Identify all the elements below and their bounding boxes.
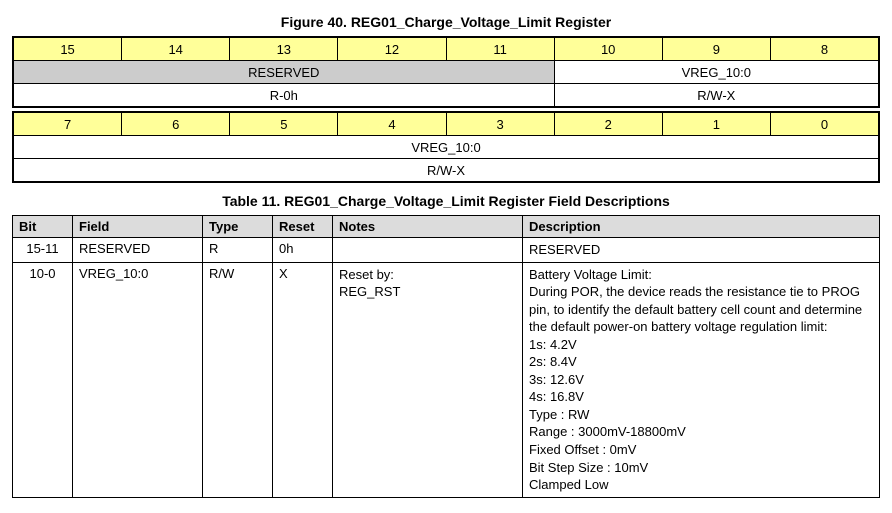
table-header-row: Bit Field Type Reset Notes Description bbox=[13, 216, 880, 238]
cell-bit: 15-11 bbox=[13, 238, 73, 263]
table-title: Table 11. REG01_Charge_Voltage_Limit Reg… bbox=[12, 193, 880, 209]
bitnum: 4 bbox=[338, 113, 446, 136]
access-rwx-hi: R/W-X bbox=[554, 84, 878, 107]
bitnum: 10 bbox=[554, 38, 662, 61]
bitnum: 15 bbox=[14, 38, 122, 61]
col-field: Field bbox=[73, 216, 203, 238]
bitnum: 1 bbox=[662, 113, 770, 136]
col-notes: Notes bbox=[333, 216, 523, 238]
cell-field: RESERVED bbox=[73, 238, 203, 263]
bitnum: 6 bbox=[122, 113, 230, 136]
col-type: Type bbox=[203, 216, 273, 238]
bitnum: 12 bbox=[338, 38, 446, 61]
bitnum: 9 bbox=[662, 38, 770, 61]
bit-row-upper: 15 14 13 12 11 10 9 8 bbox=[14, 38, 879, 61]
field-desc-table: Bit Field Type Reset Notes Description 1… bbox=[12, 215, 880, 498]
cell-desc: Battery Voltage Limit:During POR, the de… bbox=[523, 262, 880, 497]
access-row-upper: R-0h R/W-X bbox=[14, 84, 879, 107]
reg-lower: 7 6 5 4 3 2 1 0 VREG_10:0 R/W-X bbox=[13, 112, 879, 182]
access-rwx-lo: R/W-X bbox=[14, 159, 879, 182]
bit-row-lower: 7 6 5 4 3 2 1 0 bbox=[14, 113, 879, 136]
bitnum: 2 bbox=[554, 113, 662, 136]
field-row-upper: RESERVED VREG_10:0 bbox=[14, 61, 879, 84]
cell-type: R bbox=[203, 238, 273, 263]
reg-upper: 15 14 13 12 11 10 9 8 RESERVED VREG_10:0… bbox=[13, 37, 879, 107]
table-row: 10-0 VREG_10:0 R/W X Reset by:REG_RST Ba… bbox=[13, 262, 880, 497]
access-row-lower: R/W-X bbox=[14, 159, 879, 182]
field-vreg-hi: VREG_10:0 bbox=[554, 61, 878, 84]
bitnum: 0 bbox=[770, 113, 878, 136]
cell-reset: X bbox=[273, 262, 333, 497]
register-map-lower: 7 6 5 4 3 2 1 0 VREG_10:0 R/W-X bbox=[12, 111, 880, 183]
col-bit: Bit bbox=[13, 216, 73, 238]
cell-notes bbox=[333, 238, 523, 263]
cell-notes: Reset by:REG_RST bbox=[333, 262, 523, 497]
bitnum: 13 bbox=[230, 38, 338, 61]
field-reserved: RESERVED bbox=[14, 61, 555, 84]
cell-type: R/W bbox=[203, 262, 273, 497]
field-row-lower: VREG_10:0 bbox=[14, 136, 879, 159]
table-row: 15-11 RESERVED R 0h RESERVED bbox=[13, 238, 880, 263]
bitnum: 5 bbox=[230, 113, 338, 136]
access-r0h: R-0h bbox=[14, 84, 555, 107]
bitnum: 8 bbox=[770, 38, 878, 61]
bitnum: 11 bbox=[446, 38, 554, 61]
col-desc: Description bbox=[523, 216, 880, 238]
bitnum: 14 bbox=[122, 38, 230, 61]
register-map: 15 14 13 12 11 10 9 8 RESERVED VREG_10:0… bbox=[12, 36, 880, 108]
cell-desc: RESERVED bbox=[523, 238, 880, 263]
figure-title: Figure 40. REG01_Charge_Voltage_Limit Re… bbox=[12, 14, 880, 30]
bitnum: 3 bbox=[446, 113, 554, 136]
cell-bit: 10-0 bbox=[13, 262, 73, 497]
field-vreg-lo: VREG_10:0 bbox=[14, 136, 879, 159]
cell-reset: 0h bbox=[273, 238, 333, 263]
cell-field: VREG_10:0 bbox=[73, 262, 203, 497]
col-reset: Reset bbox=[273, 216, 333, 238]
bitnum: 7 bbox=[14, 113, 122, 136]
